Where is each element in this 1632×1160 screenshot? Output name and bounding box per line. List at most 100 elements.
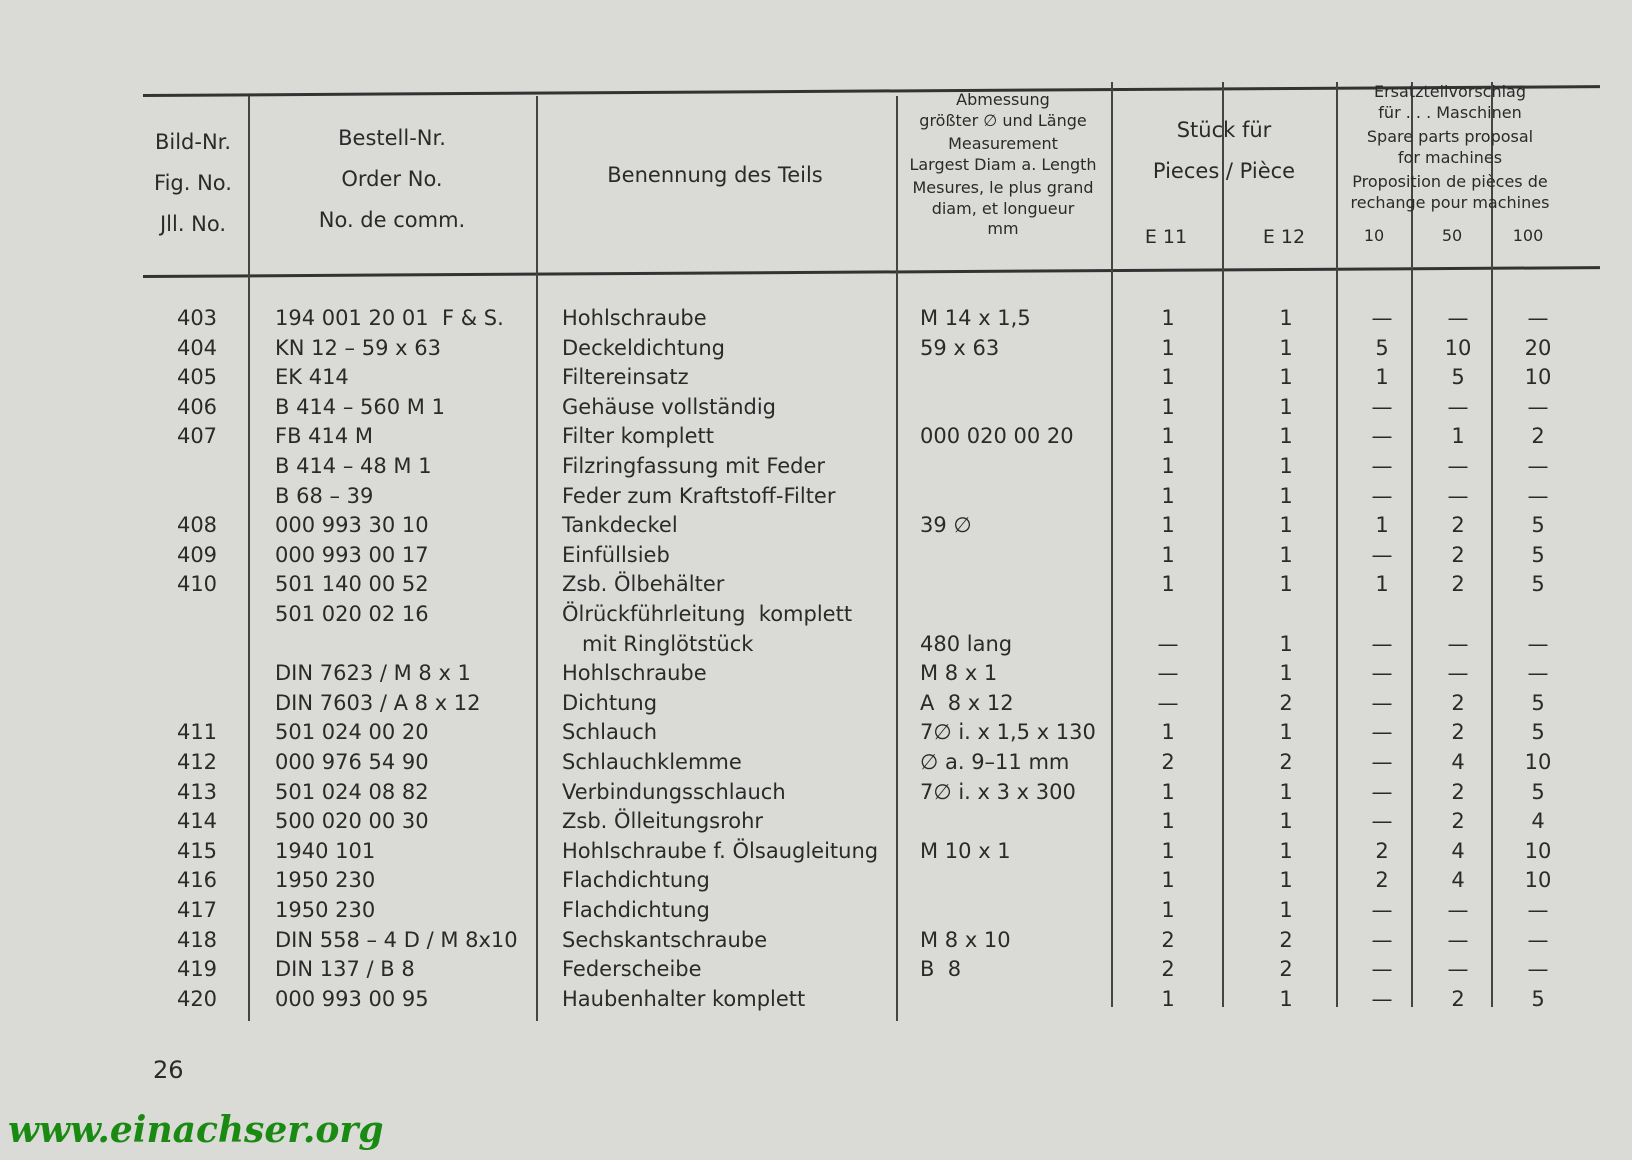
proposal-10: — (1371, 750, 1393, 774)
proposal-10: — (1371, 898, 1393, 922)
proposal-100: 10 (1524, 750, 1552, 774)
proposal-50: 2 (1451, 986, 1465, 1011)
qty-e12: 1 (1279, 986, 1293, 1011)
order-no: DIN 558 – 4 D / M 8x10 (275, 927, 518, 952)
proposal-100: 10 (1524, 868, 1552, 893)
part-name: Schlauchklemme (562, 750, 742, 774)
fig-no: 417 (176, 898, 218, 922)
qty-e11: 1 (1161, 513, 1175, 538)
qty-e11: 1 (1161, 779, 1175, 804)
measurement: M 10 x 1 (920, 838, 1011, 863)
proposal-100: 5 (1531, 690, 1545, 715)
header-proposal: Proposition de pièces de (1352, 172, 1548, 191)
qty-e11: 1 (1161, 394, 1175, 419)
order-no: DIN 7623 / M 8 x 1 (275, 661, 471, 686)
proposal-10: — (1371, 957, 1393, 982)
order-no: 1950 230 (275, 898, 376, 922)
proposal-100: — (1527, 306, 1549, 330)
qty-e12: 2 (1279, 690, 1293, 715)
qty-e12: 1 (1279, 779, 1293, 804)
column-rule (1222, 82, 1224, 1007)
part-name: Zsb. Ölbehälter (562, 572, 725, 597)
qty-e12: 1 (1279, 483, 1293, 508)
part-name: mit Ringlötstück (562, 631, 754, 656)
header-order: No. de comm. (318, 208, 466, 232)
column-rule (896, 96, 898, 1021)
proposal-50: — (1447, 631, 1469, 656)
header-pieces-sub: E 11 (1144, 226, 1188, 248)
proposal-50: 2 (1451, 779, 1465, 804)
proposal-50: 1 (1451, 424, 1465, 449)
order-no: 501 024 00 20 (275, 720, 429, 745)
qty-e12: 1 (1279, 838, 1293, 863)
proposal-100: — (1527, 394, 1549, 419)
proposal-10: — (1371, 661, 1393, 686)
fig-no: 408 (176, 513, 218, 538)
fig-no: 416 (176, 868, 218, 893)
measurement: A 8 x 12 (920, 690, 1014, 715)
part-name: Gehäuse vollständig (562, 394, 777, 419)
order-no: 501 140 00 52 (275, 572, 429, 597)
order-no: B 414 – 560 M 1 (275, 394, 445, 419)
website-watermark: www.einachser.org (8, 1109, 384, 1151)
proposal-50: 4 (1451, 868, 1465, 893)
fig-no: 406 (176, 394, 218, 419)
qty-e12: 1 (1279, 306, 1293, 330)
part-name: Einfüllsieb (562, 542, 670, 567)
order-no: 501 024 08 82 (275, 779, 429, 804)
header-measurement: größter ∅ und Länge (919, 110, 1087, 130)
order-no: EK 414 (275, 365, 349, 390)
proposal-50: — (1447, 306, 1469, 330)
proposal-100: 5 (1531, 986, 1545, 1011)
proposal-50: — (1447, 394, 1469, 419)
header-name: Benennung des Teils (607, 163, 823, 187)
qty-e11: 1 (1161, 572, 1175, 597)
proposal-10: 1 (1375, 365, 1389, 390)
part-name: Verbindungsschlauch (562, 779, 786, 804)
proposal-100: 10 (1524, 365, 1552, 390)
part-name: Filzringfassung mit Feder (562, 454, 826, 478)
qty-e12: 2 (1279, 957, 1293, 982)
header-measurement: Abmessung (956, 90, 1050, 109)
proposal-10: — (1371, 720, 1393, 745)
qty-e11: 1 (1161, 454, 1175, 478)
header-measurement: Mesures, le plus grand (912, 178, 1094, 197)
qty-e12: 1 (1279, 720, 1293, 745)
header-fig: Bild-Nr. (154, 130, 232, 154)
qty-e12: 1 (1279, 424, 1293, 449)
measurement: 7∅ i. x 3 x 300 (920, 779, 1076, 804)
qty-e12: 1 (1279, 513, 1293, 538)
qty-e12: 1 (1279, 631, 1293, 656)
fig-no: 412 (176, 750, 218, 774)
part-name: Deckeldichtung (562, 335, 726, 360)
proposal-10: — (1371, 483, 1393, 508)
proposal-100: 5 (1531, 779, 1545, 804)
measurement: 39 ∅ (920, 513, 972, 538)
qty-e12: 1 (1279, 868, 1293, 893)
qty-e12: 1 (1279, 898, 1293, 922)
order-no: 000 993 00 95 (275, 986, 429, 1011)
measurement: 59 x 63 (920, 335, 1000, 360)
qty-e11: 1 (1161, 838, 1175, 863)
proposal-50: 2 (1451, 542, 1465, 567)
proposal-10: 5 (1375, 335, 1389, 360)
proposal-50: 2 (1451, 690, 1465, 715)
qty-e12: 1 (1279, 365, 1293, 390)
order-no: 500 020 00 30 (275, 809, 429, 834)
qty-e11: 1 (1161, 720, 1175, 745)
proposal-50: 5 (1451, 365, 1465, 390)
qty-e11: 1 (1161, 809, 1175, 834)
proposal-50: — (1447, 454, 1469, 478)
qty-e11: 1 (1161, 483, 1175, 508)
fig-no: 409 (176, 542, 218, 567)
header-measurement: diam, et longueur (931, 198, 1075, 218)
qty-e12: 1 (1279, 454, 1293, 478)
part-name: Flachdichtung (562, 898, 710, 922)
measurement: 480 lang (920, 631, 1013, 656)
qty-e11: 2 (1161, 927, 1175, 952)
proposal-100: 5 (1531, 542, 1545, 567)
order-no: 501 020 02 16 (275, 602, 429, 626)
proposal-100: — (1527, 661, 1549, 686)
header-measurement: mm (987, 219, 1019, 238)
proposal-100: — (1527, 631, 1549, 656)
